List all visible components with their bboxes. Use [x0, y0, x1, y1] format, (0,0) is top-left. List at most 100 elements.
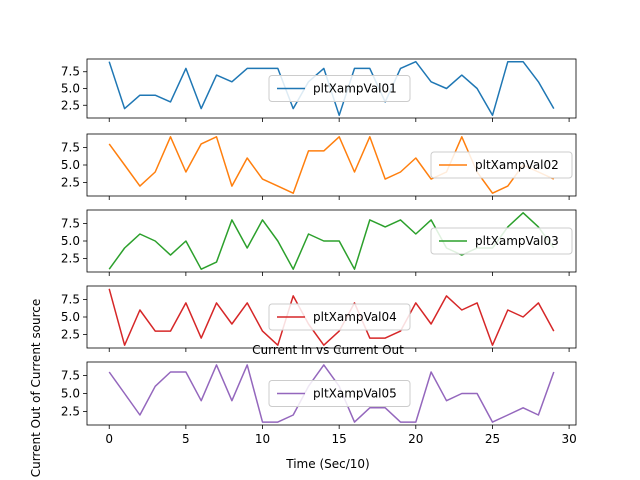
- y-tick-label: 2.5: [61, 404, 80, 418]
- data-point: [262, 421, 264, 423]
- data-point: [185, 67, 187, 69]
- data-point: [323, 150, 325, 152]
- data-point: [124, 247, 126, 249]
- data-point: [185, 240, 187, 242]
- data-point: [139, 309, 141, 311]
- data-point: [200, 108, 202, 110]
- data-point: [216, 302, 218, 304]
- legend-label: pltXampVal02: [475, 158, 559, 172]
- data-point: [139, 94, 141, 96]
- data-point: [277, 240, 279, 242]
- data-point: [246, 247, 248, 249]
- y-axis-label: Current Out of Current source: [29, 299, 43, 478]
- data-point: [262, 67, 264, 69]
- data-point: [553, 371, 555, 373]
- x-tick-label: 0: [105, 432, 113, 446]
- x-axis-label: Time (Sec/10): [285, 457, 369, 471]
- data-point: [522, 212, 524, 214]
- y-tick-label: 5.0: [61, 310, 80, 324]
- data-point: [154, 171, 156, 173]
- data-point: [124, 164, 126, 166]
- data-point: [384, 407, 386, 409]
- data-point: [369, 67, 371, 69]
- data-point: [262, 219, 264, 221]
- data-point: [292, 268, 294, 270]
- data-point: [553, 108, 555, 110]
- data-point: [445, 88, 447, 90]
- subplot-1: 2.5 5.0 7.5 pltXampVal01: [61, 58, 577, 122]
- data-point: [154, 94, 156, 96]
- data-point: [399, 171, 401, 173]
- data-point: [216, 261, 218, 263]
- y-tick-label: 5.0: [61, 387, 80, 401]
- y-tick-label: 5.0: [61, 234, 80, 248]
- data-point: [200, 268, 202, 270]
- data-point: [231, 400, 233, 402]
- x-tick-label: 20: [408, 432, 423, 446]
- data-point: [461, 393, 463, 395]
- data-point: [507, 185, 509, 187]
- y-tick-label: 2.5: [61, 252, 80, 266]
- subplot-panels: 2.5 5.0 7.5 pltXampVal01 2.5 5.0 7.5 pltXampVal…: [61, 58, 577, 446]
- axes-frame: [86, 361, 577, 426]
- data-point: [308, 233, 310, 235]
- subplot-3: 2.5 5.0 7.5 pltXampVal03: [61, 209, 577, 276]
- legend-label: pltXampVal01: [313, 82, 397, 96]
- data-point: [537, 414, 539, 416]
- data-point: [384, 337, 386, 339]
- data-point: [369, 337, 371, 339]
- legend: pltXampVal03: [430, 227, 573, 255]
- data-point: [430, 323, 432, 325]
- data-point: [124, 393, 126, 395]
- data-point: [476, 393, 478, 395]
- y-tick-label: 5.0: [61, 158, 80, 172]
- data-point: [415, 61, 417, 63]
- data-point: [338, 240, 340, 242]
- data-point: [246, 67, 248, 69]
- data-point: [216, 136, 218, 138]
- data-point: [522, 316, 524, 318]
- axes-frame: [86, 58, 577, 119]
- x-tick-label: 30: [561, 432, 576, 446]
- data-point: [384, 226, 386, 228]
- data-point: [491, 344, 493, 346]
- data-point: [399, 67, 401, 69]
- data-point: [369, 219, 371, 221]
- data-point: [537, 302, 539, 304]
- data-point: [262, 178, 264, 180]
- data-point: [231, 323, 233, 325]
- data-point: [154, 240, 156, 242]
- data-point: [338, 136, 340, 138]
- series-line-pltXampVal05: [108, 364, 555, 423]
- data-point: [170, 136, 172, 138]
- data-point: [124, 108, 126, 110]
- data-point: [246, 157, 248, 159]
- data-point: [216, 74, 218, 76]
- legend: pltXampVal05: [268, 380, 411, 407]
- data-point: [323, 67, 325, 69]
- data-point: [185, 171, 187, 173]
- y-tick-label: 2.5: [61, 328, 80, 342]
- chart-title: Current In vs Current Out: [252, 343, 404, 357]
- data-point: [491, 421, 493, 423]
- data-point: [491, 192, 493, 194]
- data-point: [231, 185, 233, 187]
- data-point: [277, 421, 279, 423]
- x-tick-label: 5: [182, 432, 190, 446]
- data-point: [323, 364, 325, 366]
- data-point: [170, 101, 172, 103]
- y-tick-label: 5.0: [61, 82, 80, 96]
- data-point: [108, 288, 110, 290]
- y-tick-label: 7.5: [61, 292, 80, 306]
- axes-frame: [86, 133, 577, 197]
- legend-box: [430, 227, 573, 255]
- data-point: [200, 143, 202, 145]
- data-point: [292, 192, 294, 194]
- data-point: [308, 150, 310, 152]
- data-point: [507, 61, 509, 63]
- axes-frame: [86, 285, 577, 349]
- data-point: [384, 178, 386, 180]
- data-point: [461, 74, 463, 76]
- data-point: [246, 364, 248, 366]
